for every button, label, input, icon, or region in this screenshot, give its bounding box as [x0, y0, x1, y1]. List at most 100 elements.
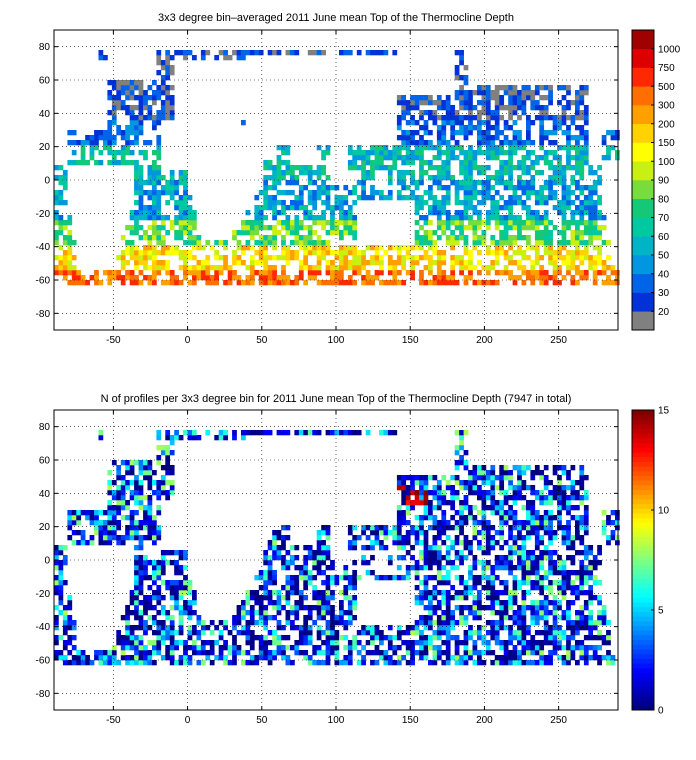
heatmap-cell [588, 220, 594, 226]
heatmap-cell [129, 640, 135, 646]
heatmap-cell [588, 165, 594, 171]
colorbar-gradient-step [632, 419, 654, 425]
heatmap-cell [276, 595, 282, 601]
heatmap-cell [134, 210, 139, 216]
heatmap-cell [178, 200, 184, 206]
heatmap-cell [370, 530, 375, 536]
heatmap-cell [570, 635, 576, 641]
heatmap-cell [436, 200, 442, 206]
heatmap-cell [539, 610, 545, 616]
heatmap-cell [98, 280, 104, 286]
heatmap-cell [530, 280, 536, 286]
heatmap-cell [111, 460, 117, 466]
heatmap-cell [477, 485, 482, 491]
heatmap-cell [490, 590, 496, 596]
heatmap-cell [543, 150, 549, 156]
heatmap-cell [401, 175, 407, 181]
heatmap-cell [143, 620, 148, 626]
heatmap-cell [94, 130, 99, 136]
heatmap-cell [423, 95, 429, 101]
heatmap-cell [347, 575, 353, 581]
heatmap-cell [339, 620, 344, 626]
heatmap-cell [575, 645, 580, 651]
heatmap-cell [365, 535, 371, 541]
heatmap-cell [463, 660, 469, 666]
heatmap-cell [134, 575, 139, 581]
heatmap-cell [76, 530, 82, 536]
heatmap-cell [178, 265, 184, 271]
heatmap-cell [485, 540, 491, 546]
heatmap-cell [552, 190, 558, 196]
heatmap-cell [232, 660, 237, 666]
heatmap-cell [147, 140, 153, 146]
heatmap-cell [606, 520, 611, 526]
heatmap-cell [588, 185, 594, 191]
heatmap-cell [54, 575, 59, 581]
heatmap-cell [138, 280, 144, 286]
heatmap-cell [579, 200, 585, 206]
heatmap-cell [526, 525, 531, 531]
heatmap-cell [321, 555, 326, 561]
heatmap-cell [503, 125, 509, 131]
heatmap-cell [534, 230, 540, 236]
heatmap-cell [512, 195, 518, 201]
heatmap-cell [290, 625, 295, 631]
heatmap-cell [414, 540, 420, 546]
heatmap-cell [174, 190, 179, 196]
heatmap-cell [334, 220, 340, 226]
heatmap-cell [485, 645, 491, 651]
heatmap-cell [530, 260, 536, 266]
heatmap-cell [539, 630, 545, 636]
heatmap-cell [557, 240, 562, 246]
heatmap-cell [441, 575, 447, 581]
heatmap-cell [517, 135, 522, 141]
heatmap-cell [134, 215, 139, 221]
heatmap-cell [499, 605, 505, 611]
heatmap-cell [152, 605, 157, 611]
heatmap-cell [557, 245, 562, 251]
heatmap-cell [508, 485, 513, 491]
heatmap-cell [548, 85, 553, 91]
heatmap-cell [548, 640, 553, 646]
heatmap-cell [539, 270, 545, 276]
heatmap-cell [111, 660, 117, 666]
heatmap-cell [570, 250, 576, 256]
heatmap-cell [557, 180, 562, 186]
heatmap-cell [445, 650, 451, 656]
heatmap-cell [334, 230, 340, 236]
heatmap-cell [343, 585, 349, 591]
heatmap-cell [294, 615, 300, 621]
heatmap-cell [138, 610, 144, 616]
heatmap-cell [316, 220, 322, 226]
heatmap-cell [200, 660, 206, 666]
heatmap-cell [165, 115, 171, 121]
heatmap-cell [258, 650, 264, 656]
heatmap-cell [521, 590, 527, 596]
heatmap-cell [405, 625, 411, 631]
heatmap-cell [445, 100, 451, 106]
heatmap-cell [472, 480, 478, 486]
heatmap-cell [539, 215, 545, 221]
heatmap-cell [414, 230, 420, 236]
heatmap-cell [543, 530, 549, 536]
heatmap-cell [285, 550, 291, 556]
heatmap-cell [267, 570, 273, 576]
heatmap-cell [517, 535, 522, 541]
heatmap-cell [111, 105, 117, 111]
heatmap-cell [579, 160, 585, 166]
heatmap-cell [405, 130, 411, 136]
heatmap-cell [570, 215, 576, 221]
heatmap-cell [298, 575, 304, 581]
heatmap-cell [512, 565, 518, 571]
heatmap-cell [472, 230, 478, 236]
heatmap-cell [218, 635, 224, 641]
heatmap-cell [401, 500, 407, 506]
heatmap-cell [325, 660, 331, 666]
heatmap-cell [387, 190, 393, 196]
heatmap-cell [156, 235, 162, 241]
heatmap-cell [472, 210, 478, 216]
heatmap-cell [343, 255, 349, 261]
heatmap-cell [534, 490, 540, 496]
heatmap-cell [267, 430, 273, 436]
heatmap-cell [419, 160, 424, 166]
